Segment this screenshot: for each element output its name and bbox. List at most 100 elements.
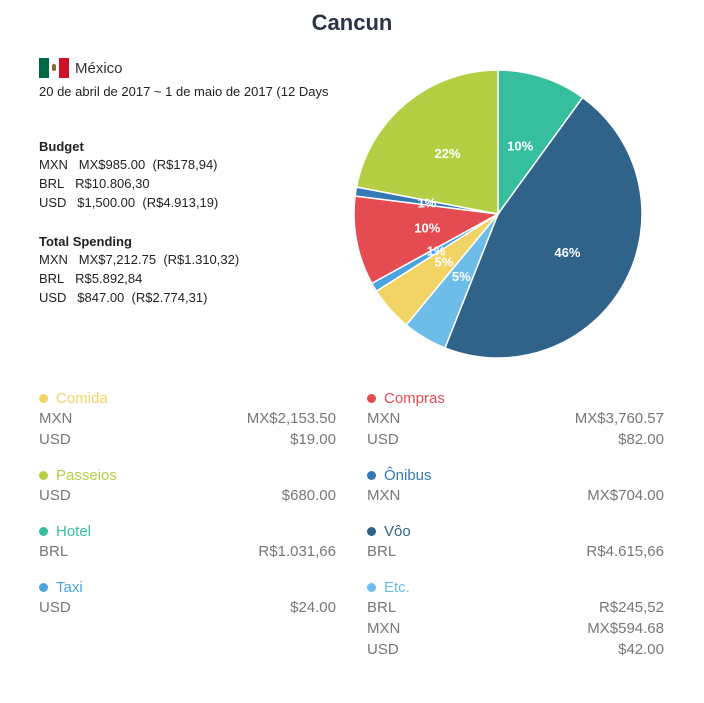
legend-amount-row: USD $24.00 xyxy=(39,597,336,618)
spending-pie-chart: 10%46%5%5%1%10%1%22% xyxy=(353,69,643,359)
amount: MX$3,760.57 xyxy=(574,410,664,427)
converted-amount: (R$1.310,32) xyxy=(163,252,240,267)
color-dot-icon xyxy=(367,526,376,536)
currency-code: MXN xyxy=(39,410,73,427)
legend-category-name: Vôo xyxy=(384,522,411,540)
currency-code: USD xyxy=(39,195,67,210)
pie-data-label: 1% xyxy=(418,196,437,211)
legend-category: Taxi USD $24.00 xyxy=(39,577,336,618)
legend-category-header: Hotel xyxy=(39,521,336,541)
amount: MX$2,153.50 xyxy=(246,410,336,427)
legend-amount-row: USD $42.00 xyxy=(367,639,664,660)
color-dot-icon xyxy=(367,582,376,592)
legend-amount-row: BRL R$4.615,66 xyxy=(367,541,664,562)
legend-category-name: Taxi xyxy=(56,578,83,596)
currency-code: USD xyxy=(39,487,71,504)
legend-amount-row: MXN MX$3,760.57 xyxy=(367,408,664,429)
legend-category: Hotel BRL R$1.031,66 xyxy=(39,521,336,562)
pie-slice-v-o[interactable] xyxy=(444,96,643,359)
amount: R$5.892,84 xyxy=(75,271,143,286)
converted-amount: (R$4.913,19) xyxy=(142,195,219,210)
mexico-flag-icon xyxy=(39,58,69,78)
legend-category-name: Passeios xyxy=(56,466,117,484)
color-dot-icon xyxy=(39,393,48,403)
legend-amount-row: MXN MX$704.00 xyxy=(367,485,664,506)
legend-amount-row: USD $680.00 xyxy=(39,485,336,506)
legend-category-header: Vôo xyxy=(367,521,664,541)
budget-heading: Budget xyxy=(39,139,84,154)
legend-category-name: Hotel xyxy=(56,522,92,540)
currency-code: BRL xyxy=(39,543,69,560)
amount: $82.00 xyxy=(618,431,664,448)
country-name: México xyxy=(75,59,123,77)
legend-category: Compras MXN MX$3,760.57 USD $82.00 xyxy=(367,388,664,450)
amount: $847.00 xyxy=(77,290,125,305)
currency-code: USD xyxy=(39,599,71,616)
pie-slice-hotel[interactable] xyxy=(497,69,584,217)
amount: R$10.806,30 xyxy=(75,176,150,191)
legend-category-name: Etc. xyxy=(384,578,410,596)
pie-slice-passeios[interactable] xyxy=(355,69,499,215)
legend-category-name: Ônibus xyxy=(384,466,432,484)
legend-category: Vôo BRL R$4.615,66 xyxy=(367,521,664,562)
legend-amount-row: USD $19.00 xyxy=(39,429,336,450)
legend-category: Comida MXN MX$2,153.50 USD $19.00 xyxy=(39,388,336,450)
amount: $1,500.00 xyxy=(77,195,136,210)
legend-amount-row: MXN MX$594.68 xyxy=(367,618,664,639)
legend-category-header: Comida xyxy=(39,388,336,408)
country-row: México xyxy=(39,58,123,78)
currency-code: BRL xyxy=(367,599,397,616)
amount: R$1.031,66 xyxy=(258,543,336,560)
pie-data-label: 10% xyxy=(414,221,440,236)
legend-amount-row: USD $82.00 xyxy=(367,429,664,450)
legend-category-header: Etc. xyxy=(367,577,664,597)
amount: R$4.615,66 xyxy=(586,543,664,560)
legend-category-header: Compras xyxy=(367,388,664,408)
color-dot-icon xyxy=(39,470,48,480)
amount: $680.00 xyxy=(281,487,336,504)
pie-data-label: 22% xyxy=(434,146,460,161)
legend-category-name: Compras xyxy=(384,389,445,407)
spending-line: BRL R$5.892,84 xyxy=(39,271,239,290)
legend-amount-row: BRL R$1.031,66 xyxy=(39,541,336,562)
legend-left-column: Comida MXN MX$2,153.50 USD $19.00 Passeios USD… xyxy=(39,388,336,633)
color-dot-icon xyxy=(367,393,376,403)
currency-code: MXN xyxy=(39,252,68,267)
pie-data-label: 5% xyxy=(435,255,454,270)
amount: MX$594.68 xyxy=(587,620,664,637)
legend-category: Etc. BRL R$245,52 MXN MX$594.68 USD $42.00 xyxy=(367,577,664,660)
amount: MX$704.00 xyxy=(587,487,664,504)
pie-data-label: 46% xyxy=(554,245,580,260)
currency-code: MXN xyxy=(367,410,401,427)
budget-section: Budget MXN MX$985.00 (R$178,94) BRL R$10… xyxy=(39,139,218,214)
currency-code: MXN xyxy=(39,157,68,172)
currency-code: MXN xyxy=(367,620,401,637)
currency-code: USD xyxy=(367,641,399,658)
legend-category-header: Ônibus xyxy=(367,465,664,485)
legend-category-header: Passeios xyxy=(39,465,336,485)
amount: $24.00 xyxy=(290,599,336,616)
spending-line: USD $847.00 (R$2.774,31) xyxy=(39,290,239,309)
converted-amount: (R$178,94) xyxy=(152,157,218,172)
budget-line: BRL R$10.806,30 xyxy=(39,176,218,195)
amount: $42.00 xyxy=(618,641,664,658)
pie-data-label: 10% xyxy=(507,139,533,154)
currency-code: USD xyxy=(367,431,399,448)
spending-section: Total Spending MXN MX$7,212.75 (R$1.310,… xyxy=(39,234,239,309)
currency-code: BRL xyxy=(39,271,65,286)
currency-code: USD xyxy=(39,431,71,448)
currency-code: BRL xyxy=(367,543,397,560)
amount: R$245,52 xyxy=(598,599,664,616)
amount: MX$7,212.75 xyxy=(78,252,157,267)
amount: MX$985.00 xyxy=(78,157,146,172)
color-dot-icon xyxy=(367,470,376,480)
trip-dates: 20 de abril de 2017 ~ 1 de maio de 2017 … xyxy=(39,84,329,99)
pie-data-label: 5% xyxy=(452,269,471,284)
legend-amount-row: BRL R$245,52 xyxy=(367,597,664,618)
budget-line: USD $1,500.00 (R$4.913,19) xyxy=(39,195,218,214)
spending-heading: Total Spending xyxy=(39,234,132,249)
pie-slice-compras[interactable] xyxy=(353,195,501,285)
pie-data-label: 1% xyxy=(427,244,446,259)
converted-amount: (R$2.774,31) xyxy=(131,290,208,305)
page-title: Cancun xyxy=(311,10,393,35)
